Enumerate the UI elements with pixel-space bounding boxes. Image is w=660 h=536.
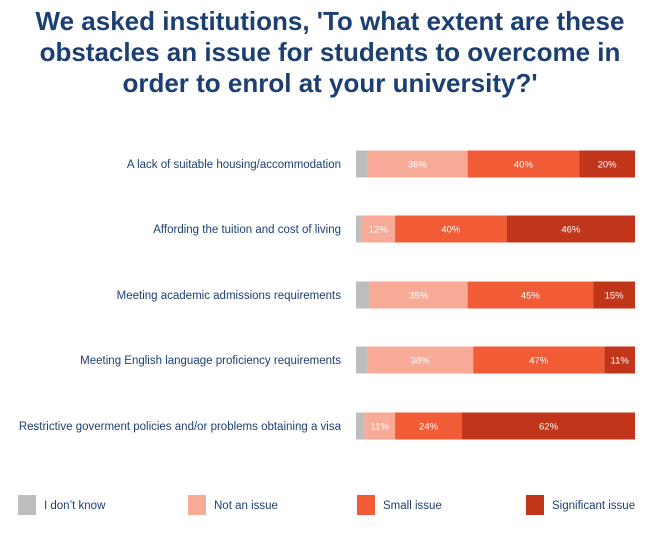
bar-segment [367,150,468,178]
title-line-2: obstacles an issue for students to overc… [39,37,621,67]
bar-segment [367,346,474,374]
bar-segment [395,215,507,243]
bar-segment [356,150,368,178]
legend-label: Small issue [383,500,442,512]
bar-segment [356,412,365,440]
bar-segment [356,346,368,374]
chart-title: We asked institutions, 'To what extent a… [0,6,660,99]
title-line-3: order to enrol at your university?' [122,68,538,98]
data-label: 46% [561,225,581,236]
bar-segment [506,215,635,243]
bar-segment [395,412,463,440]
bar-segment [604,346,635,374]
data-label: 40% [514,160,534,171]
category-label: Meeting academic admissions requirements [117,290,342,302]
legend-swatch [526,495,544,515]
bar-segment [369,281,468,309]
category-label: Restrictive goverment policies and/or pr… [19,421,342,433]
data-label: 20% [598,160,618,171]
data-label: 15% [605,291,625,302]
data-label: 45% [521,291,541,302]
data-label: 40% [441,225,461,236]
bar-segment [467,150,580,178]
category-label: Meeting English language proficiency req… [80,355,341,367]
data-label: 38% [411,356,431,367]
data-label: 12% [369,225,389,236]
bar-segment [361,215,396,243]
title-line-1: We asked institutions, 'To what extent a… [35,6,625,36]
legend-label: Not an issue [214,500,278,512]
bar-segment [356,215,362,243]
bar-segment [473,346,605,374]
category-label: Affording the tuition and cost of living [153,224,341,236]
category-label: A lack of suitable housing/accommodation [127,159,341,171]
data-label: 24% [419,422,439,433]
legend-swatch [357,495,375,515]
data-label: 36% [408,160,428,171]
bar-segment [356,281,370,309]
data-label: 11% [610,356,629,367]
legend-swatch [18,495,36,515]
bar-segment [579,150,635,178]
bar-segment [364,412,396,440]
data-label: 62% [539,422,559,433]
data-label: 47% [529,356,549,367]
data-label: 35% [409,291,429,302]
bar-segment [593,281,635,309]
bar-segment [467,281,594,309]
bar-segment [462,412,635,440]
legend-label: Significant issue [552,500,635,512]
legend-label: I don’t know [44,500,106,512]
legend-swatch [188,495,206,515]
data-label: 11% [371,422,390,433]
